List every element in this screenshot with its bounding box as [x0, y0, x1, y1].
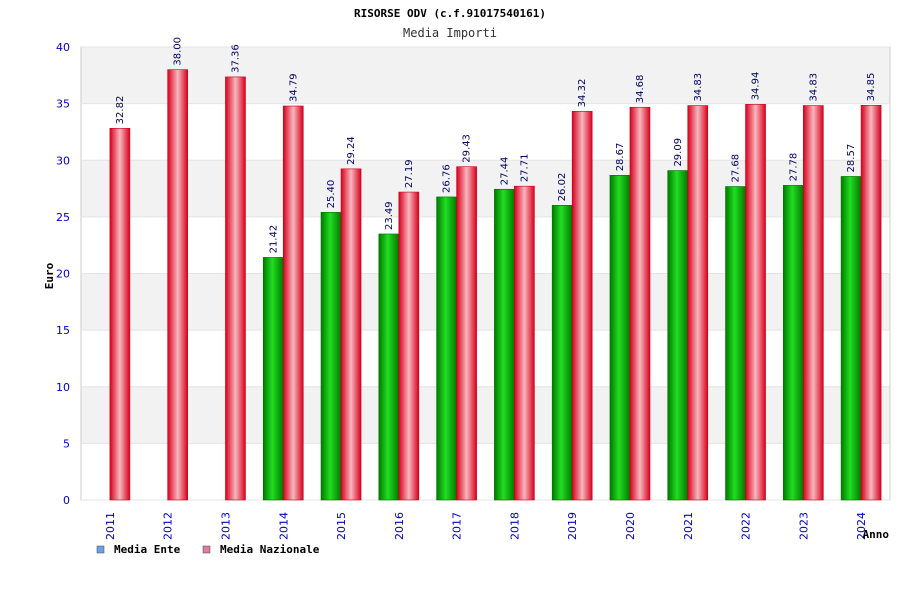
bar-nazionale-2019	[571, 111, 593, 501]
bar-ente-2018	[494, 188, 515, 501]
value-label: 34.85	[866, 73, 877, 102]
x-tick-label: 2021	[682, 512, 695, 540]
bar-nazionale-2011	[109, 128, 131, 501]
plot-band	[81, 160, 890, 217]
plot-band	[81, 273, 890, 331]
y-tick-label: 25	[56, 211, 70, 224]
plot-band	[81, 103, 890, 161]
value-label: 37.36	[230, 44, 241, 73]
bar-nazionale-2013	[225, 76, 246, 501]
bar-nazionale-2015	[340, 168, 362, 501]
x-tick-label: 2024	[855, 512, 868, 540]
bar-nazionale-2012	[167, 69, 188, 501]
bar-nazionale-2017	[456, 166, 477, 501]
value-label: 34.94	[751, 72, 762, 101]
bar-nazionale-2021	[687, 105, 709, 501]
value-label: 27.44	[499, 157, 510, 186]
bar-ente-2017	[436, 196, 457, 501]
bar-ente-2023	[783, 185, 804, 501]
value-label: 34.83	[693, 73, 704, 102]
chart-subtitle: Media Importi	[403, 26, 497, 40]
x-tick-label: 2020	[624, 512, 637, 540]
bars	[109, 69, 882, 501]
value-label: 25.40	[326, 180, 337, 209]
legend-swatch-ente	[96, 545, 105, 554]
legend-label-nazionale: Media Nazionale	[220, 543, 320, 556]
x-axis-label: Anno	[863, 528, 890, 541]
bar-nazionale-2016	[398, 191, 420, 501]
chart-title: RISORSE ODV (c.f.91017540161)	[354, 7, 546, 20]
bar-nazionale-2022	[745, 104, 766, 501]
bar-ente-2022	[725, 186, 746, 501]
value-label: 27.71	[519, 154, 530, 183]
plot-band	[81, 330, 890, 387]
value-label: 29.09	[673, 138, 684, 167]
value-label: 23.49	[384, 201, 395, 230]
bar-ente-2019	[551, 205, 573, 501]
y-axis: 0 5 10 15 20 25 30 35 40	[56, 41, 70, 507]
x-tick-label: 2023	[797, 512, 810, 540]
value-label: 29.24	[346, 136, 357, 165]
bar-ente-2015	[320, 212, 342, 501]
bar-ente-2021	[667, 170, 689, 501]
bar-nazionale-2018	[514, 185, 535, 501]
x-tick-label: 2019	[566, 512, 579, 540]
y-tick-label: 30	[56, 154, 70, 167]
y-tick-label: 40	[56, 41, 70, 54]
value-label: 34.68	[635, 75, 646, 104]
bar-nazionale-2014	[282, 105, 304, 501]
y-tick-label: 20	[56, 268, 70, 281]
y-tick-label: 35	[56, 98, 70, 111]
y-tick-label: 10	[56, 381, 70, 394]
x-tick-label: 2017	[451, 512, 464, 540]
value-label: 27.68	[731, 154, 742, 183]
value-label: 38.00	[173, 37, 184, 66]
value-labels: 21.42 25.40 23.49 26.76 27.44 26.02 28.67 29.09…	[115, 37, 877, 253]
value-label: 27.78	[788, 153, 799, 182]
value-label: 32.82	[115, 96, 126, 125]
plot-band	[81, 386, 890, 444]
value-label: 28.67	[615, 143, 626, 172]
bar-ente-2016	[378, 233, 400, 501]
x-tick-label: 2015	[335, 512, 348, 540]
value-label: 26.76	[442, 164, 453, 193]
value-label: 21.42	[268, 225, 279, 254]
legend-swatch-nazionale	[202, 545, 211, 554]
value-label: 34.32	[577, 79, 588, 108]
bar-ente-2024	[840, 176, 862, 501]
x-tick-label: 2022	[740, 512, 753, 540]
bar-nazionale-2020	[629, 106, 651, 501]
bar-nazionale-2024	[860, 105, 882, 501]
y-tick-label: 0	[63, 494, 70, 507]
y-tick-label: 5	[63, 437, 70, 450]
bar-nazionale-2023	[803, 105, 824, 501]
x-tick-label: 2018	[508, 512, 521, 540]
x-tick-label: 2013	[219, 512, 232, 540]
legend-label-ente: Media Ente	[114, 543, 181, 556]
y-tick-label: 15	[56, 324, 70, 337]
value-label: 28.57	[846, 144, 857, 173]
plot-band	[81, 216, 890, 274]
x-tick-label: 2011	[104, 512, 117, 540]
value-label: 34.83	[808, 73, 819, 102]
bar-ente-2014	[262, 257, 284, 501]
x-axis: 2011 2012 2013 2014 2015 2016 2017 2018 2019 2020…	[104, 512, 868, 540]
value-label: 26.02	[557, 173, 568, 202]
plot-band	[81, 47, 890, 104]
legend: Media Ente Media Nazionale	[96, 543, 320, 556]
value-label: 34.79	[288, 73, 299, 102]
value-label: 27.19	[404, 159, 415, 188]
x-tick-label: 2016	[393, 512, 406, 540]
plot-band	[81, 443, 890, 500]
x-tick-label: 2014	[277, 512, 290, 540]
value-label: 29.43	[462, 134, 473, 163]
y-axis-label: Euro	[43, 262, 56, 289]
x-tick-label: 2012	[162, 512, 175, 540]
bar-ente-2020	[609, 175, 631, 501]
